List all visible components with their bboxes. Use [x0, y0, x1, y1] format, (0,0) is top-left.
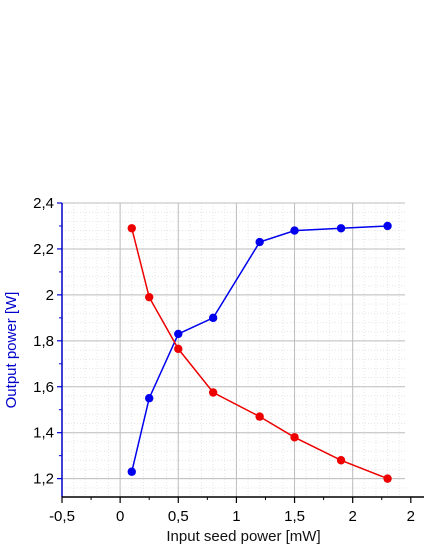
- labels: Input seed power [mW] Output power [W]: [3, 292, 321, 545]
- x-tick-label: 0,5: [168, 508, 189, 525]
- x-tick-label: 0: [116, 508, 124, 525]
- x-tick-label: 1,5: [284, 508, 305, 525]
- series-1-point: [127, 467, 136, 476]
- series-1-point: [208, 313, 218, 323]
- series-2-point: [255, 412, 264, 421]
- y-axis-label: Output power [W]: [3, 292, 20, 409]
- y-tick-label: 1,4: [33, 425, 54, 442]
- y-tick-label: 2: [46, 287, 54, 304]
- y-tick-label: 1,6: [33, 379, 54, 396]
- series-2-point: [174, 344, 183, 354]
- series-2-point: [290, 433, 299, 442]
- axes: 1,2 1,4 1,6 1,8 2 2,2 2,4 -0,5 0 0,5 1 1,5 2 2: [33, 195, 424, 525]
- y-tick-label: 2,4: [33, 195, 54, 212]
- grid: [61, 202, 405, 498]
- y-tick-label: 1,8: [33, 333, 54, 350]
- series-2-point: [127, 224, 136, 233]
- series-1-point: [145, 394, 154, 403]
- x-tick-label: 2: [349, 508, 357, 525]
- series-2-point: [336, 456, 346, 465]
- series-1-point: [383, 221, 392, 231]
- series-2-line: [131, 228, 388, 480]
- x-tick-label: 2: [407, 508, 415, 525]
- x-tick-label: 1: [232, 508, 240, 525]
- series-layer: [127, 221, 392, 483]
- series-2-point: [208, 388, 218, 397]
- series-1-point: [336, 224, 346, 233]
- y-tick-label: 1,2: [33, 471, 54, 488]
- series-1-point: [255, 237, 264, 247]
- y-tick-label: 2,2: [33, 241, 54, 258]
- series-1-point: [174, 329, 183, 339]
- x-axis-label: Input seed power [mW]: [166, 528, 320, 545]
- x-tick-label: -0,5: [49, 508, 75, 525]
- series-2-point: [145, 292, 154, 302]
- series-1-line: [131, 225, 388, 472]
- series-1-point: [290, 226, 299, 235]
- series-2-point: [383, 474, 392, 483]
